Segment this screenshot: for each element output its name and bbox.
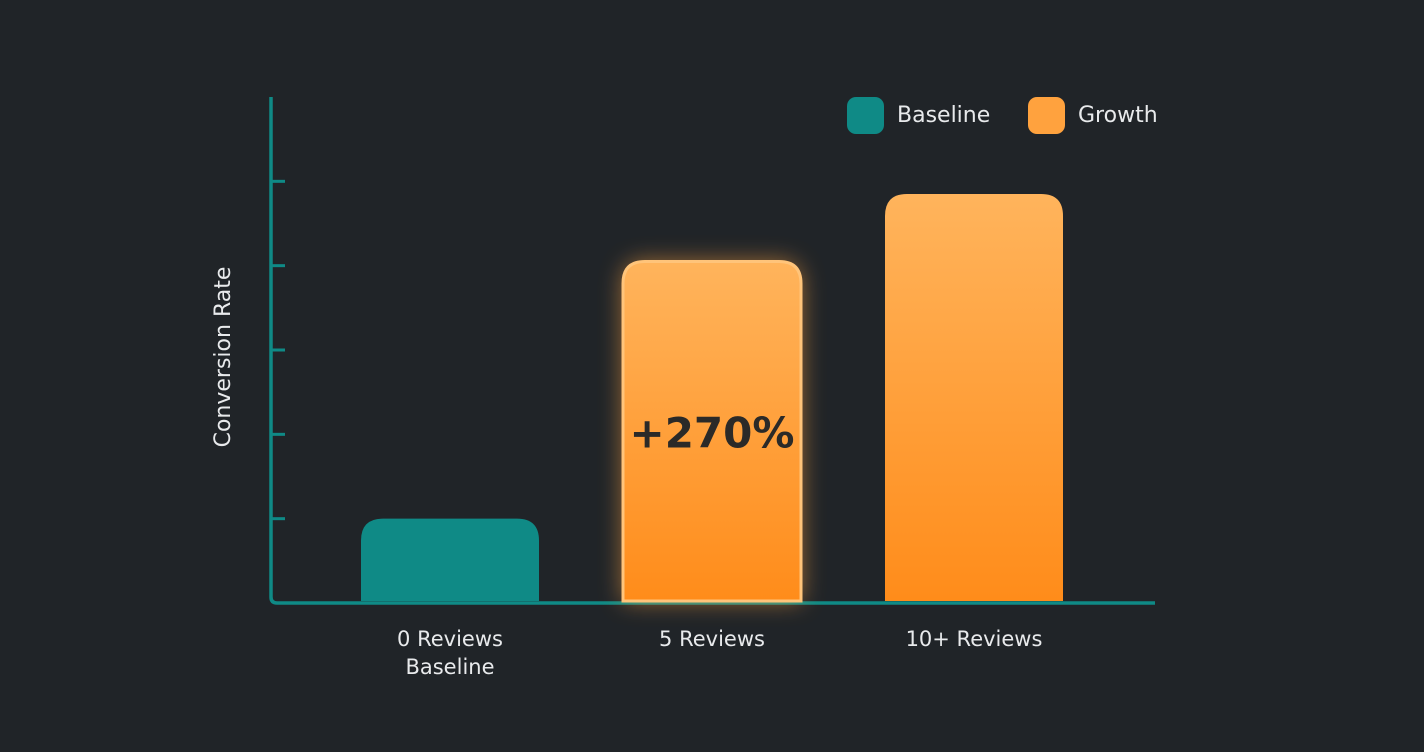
legend-swatch	[847, 97, 884, 134]
bar	[361, 518, 539, 601]
bar	[621, 259, 803, 603]
annotation: +270%	[630, 409, 795, 458]
axis-line	[269, 97, 1155, 605]
legend-swatch	[1028, 97, 1065, 134]
legend-label: Baseline	[897, 103, 990, 128]
legend-label: Growth	[1078, 103, 1158, 128]
y-axis-label: Conversion Rate	[211, 267, 236, 448]
x-tick-label: 0 Reviews Baseline	[397, 627, 503, 679]
x-tick-label: 10+ Reviews	[905, 627, 1043, 651]
x-tick-label: 5 Reviews	[659, 627, 765, 651]
bar	[885, 193, 1063, 601]
